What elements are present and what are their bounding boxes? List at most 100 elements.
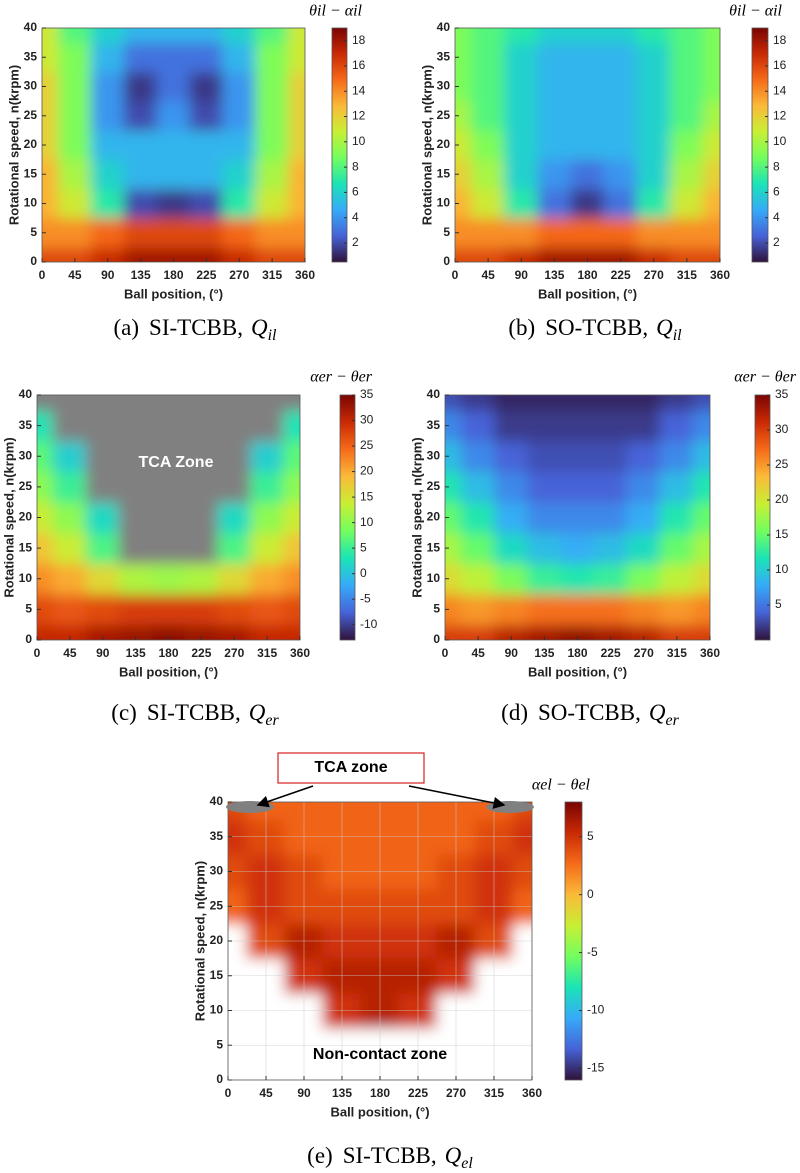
annotation: TCA Zone bbox=[139, 454, 214, 471]
y-tick-label: 20 bbox=[210, 933, 224, 947]
missing-cell bbox=[217, 440, 252, 473]
heatmap-cell bbox=[560, 624, 595, 640]
x-tick-label: 0 bbox=[34, 646, 41, 660]
colorbar-tick-label: 35 bbox=[775, 387, 789, 401]
x-tick-label: 315 bbox=[257, 646, 277, 660]
heatmap-cell bbox=[560, 562, 595, 595]
heatmap-cell bbox=[593, 624, 628, 640]
heatmap-cell bbox=[37, 409, 54, 442]
heatmap-cell bbox=[593, 562, 628, 595]
missing-cell bbox=[118, 409, 153, 442]
colorbar-tick-label: 0 bbox=[587, 887, 594, 901]
heatmap-cell bbox=[504, 217, 539, 248]
heatmap-cell bbox=[52, 501, 87, 534]
heatmap-cell bbox=[123, 71, 158, 102]
heatmap-cell bbox=[52, 562, 87, 595]
y-tick-label: 20 bbox=[427, 510, 441, 524]
heatmap-cell bbox=[455, 100, 473, 131]
heatmap-cell bbox=[156, 100, 191, 131]
caption-subscript: el bbox=[461, 1155, 473, 1172]
heatmap-cell bbox=[461, 532, 496, 564]
heatmap-cell bbox=[626, 440, 661, 473]
caption-symbol: Q bbox=[251, 315, 268, 340]
y-tick-label: 40 bbox=[19, 387, 33, 401]
caption-name: SI-TCBB, bbox=[147, 700, 241, 725]
y-axis-label: Rotational speed, n(krpm) bbox=[409, 437, 424, 597]
caption-label: (c) bbox=[111, 700, 137, 725]
colorbar-tick-label: 5 bbox=[360, 540, 367, 554]
heatmap-cell bbox=[288, 42, 305, 73]
heatmap-cell bbox=[217, 593, 252, 626]
heatmap-cell bbox=[255, 188, 290, 219]
heatmap-cell bbox=[593, 471, 628, 503]
x-tick-label: 180 bbox=[370, 1086, 390, 1100]
y-axis-label: Rotational speed, n(krpm) bbox=[1, 437, 16, 597]
x-tick-label: 135 bbox=[534, 646, 554, 660]
heatmap-cell bbox=[702, 71, 720, 102]
heatmap-cell bbox=[156, 159, 191, 190]
heatmap-cell bbox=[471, 217, 506, 248]
missing-cell bbox=[37, 395, 54, 411]
colorbar-tick-label: 10 bbox=[773, 134, 787, 148]
x-tick-label: 180 bbox=[567, 646, 587, 660]
y-axis-label: Rotational speed, n(krpm) bbox=[192, 861, 207, 1021]
heatmap-cell bbox=[636, 42, 671, 73]
colorbar-tick-label: 15 bbox=[775, 527, 789, 541]
heatmap-cell bbox=[603, 42, 638, 73]
colorbar-tick-label: 20 bbox=[360, 464, 374, 478]
colorbar-tick-label: 25 bbox=[360, 438, 374, 452]
heatmap-cell bbox=[570, 100, 605, 131]
caption-symbol: Q bbox=[249, 700, 266, 725]
heatmap-cell bbox=[504, 159, 539, 190]
heatmap-cell bbox=[560, 471, 595, 503]
missing-cell bbox=[250, 395, 285, 411]
x-tick-label: 90 bbox=[96, 646, 110, 660]
heatmap-cell bbox=[156, 217, 191, 248]
annotation-box bbox=[277, 752, 425, 784]
x-tick-label: 180 bbox=[158, 646, 178, 660]
caption: (b) SO-TCBB, Qil bbox=[508, 315, 682, 343]
heatmap-cell bbox=[527, 471, 562, 503]
heatmap-cells bbox=[445, 395, 710, 640]
colorbar-tick-label: -15 bbox=[587, 1061, 605, 1075]
x-tick-label: 45 bbox=[68, 268, 82, 282]
heatmap-cell bbox=[692, 501, 710, 534]
heatmap-cell bbox=[90, 100, 125, 131]
colorbar-tick-label: 4 bbox=[352, 210, 359, 224]
x-tick-label: 135 bbox=[126, 646, 146, 660]
colorbar-tick-label: -10 bbox=[587, 1003, 605, 1017]
x-tick-label: 180 bbox=[577, 268, 597, 282]
colorbar bbox=[754, 394, 771, 641]
heatmap-cell bbox=[250, 532, 285, 564]
caption-subscript: er bbox=[666, 712, 680, 729]
heatmap-cells bbox=[455, 28, 720, 262]
heatmap-cell bbox=[250, 501, 285, 534]
heatmap-cell bbox=[283, 471, 300, 503]
heatmap-cell bbox=[42, 71, 59, 102]
x-tick-label: 315 bbox=[677, 268, 697, 282]
heatmap-cell bbox=[560, 440, 595, 473]
missing-cell bbox=[184, 532, 219, 564]
heatmap-cell bbox=[471, 129, 506, 161]
heatmap-cell bbox=[527, 532, 562, 564]
heatmap-cell bbox=[626, 532, 661, 564]
heatmap-cell bbox=[669, 129, 704, 161]
missing-cell bbox=[151, 409, 186, 442]
missing-cell bbox=[118, 501, 153, 534]
heatmap-cell bbox=[156, 42, 191, 73]
colorbar-tick-label: 2 bbox=[773, 235, 780, 249]
heatmap-cell bbox=[455, 188, 473, 219]
colorbar-tick-label: 2 bbox=[352, 235, 359, 249]
heatmap-cell bbox=[593, 395, 628, 411]
heatmap-cell bbox=[151, 593, 186, 626]
missing-cell bbox=[151, 395, 186, 411]
heatmap-cell bbox=[560, 532, 595, 564]
colorbar-tick-label: 15 bbox=[360, 489, 374, 503]
missing-cell bbox=[184, 409, 219, 442]
heatmap-cell bbox=[455, 28, 473, 44]
heatmap-cell bbox=[288, 217, 305, 248]
heatmap-cell bbox=[189, 42, 224, 73]
heatmap-cell bbox=[537, 217, 572, 248]
heatmap-cell bbox=[455, 129, 473, 161]
